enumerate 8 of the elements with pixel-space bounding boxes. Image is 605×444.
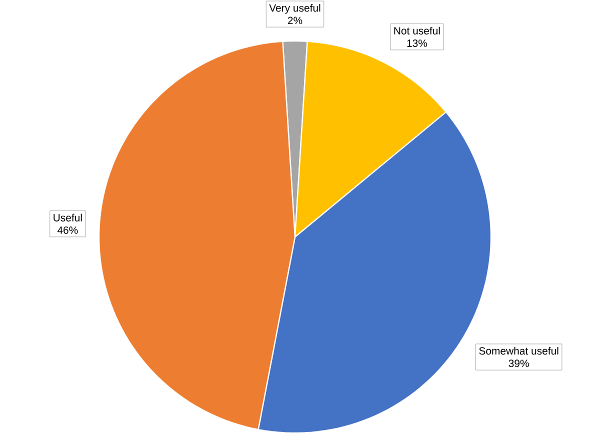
data-label: 46%: [57, 226, 78, 234]
data-label: 2%: [288, 16, 302, 24]
data-label: 39%: [508, 360, 529, 368]
slice-label: Somewhat useful: [479, 346, 558, 355]
data-label: 13%: [407, 40, 428, 47]
slice-label: Very useful: [269, 4, 320, 14]
slice-label: Useful: [54, 214, 82, 222]
slice-label: Not useful: [394, 26, 440, 34]
